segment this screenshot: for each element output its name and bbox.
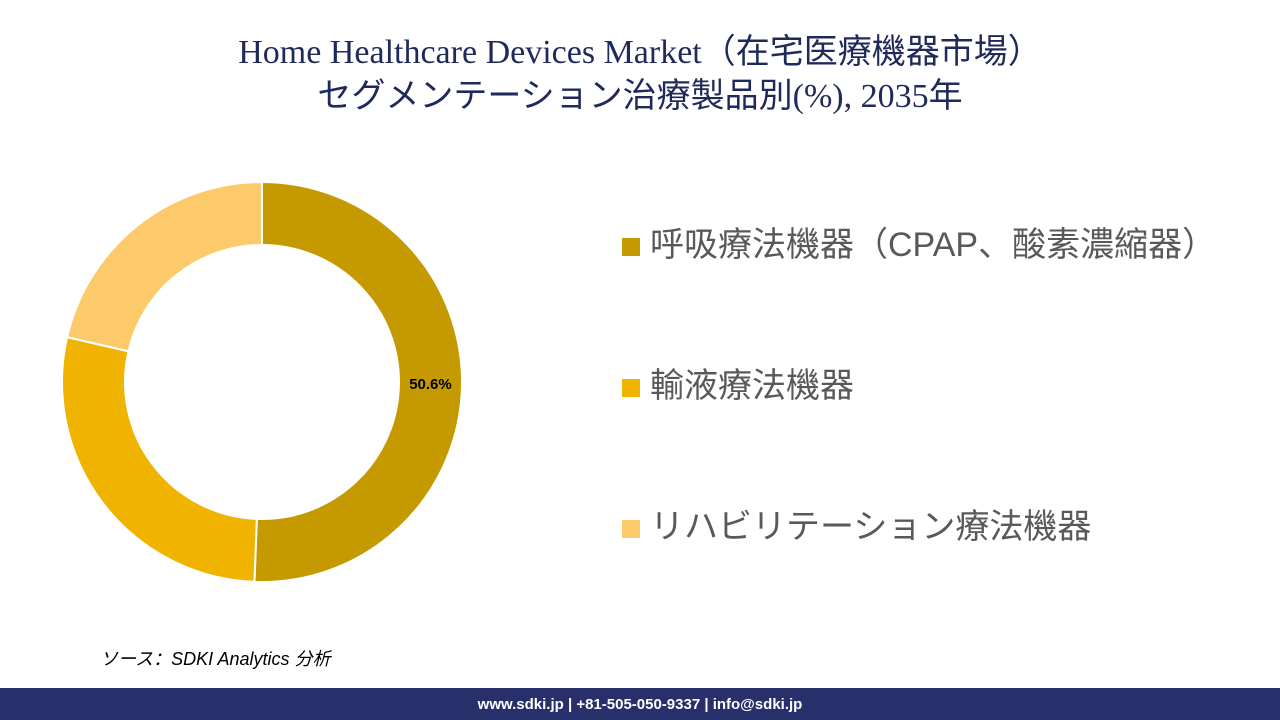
chart-title: Home Healthcare Devices Market（在宅医療機器市場） (238, 33, 1042, 71)
donut-segment (61, 335, 258, 583)
footer-bar (0, 688, 1280, 720)
legend-label: 呼吸療法機器（CPAP、酸素濃縮器） (650, 226, 1216, 264)
legend-swatch (622, 238, 640, 256)
chart-title: セグメンテーション治療製品別(%), 2035年 (317, 77, 962, 115)
legend-label: 輸液療法機器 (650, 367, 854, 405)
data-label: 50.6% (409, 376, 452, 393)
footer-text: www.sdki.jp | +81-505-050-9337 | info@sd… (477, 696, 803, 713)
legend-label: リハビリテーション療法機器 (650, 508, 1091, 546)
legend-swatch (622, 520, 640, 538)
legend-swatch (622, 379, 640, 397)
donut-segment (65, 180, 263, 353)
source: ソース：SDKI Analytics 分析 (100, 649, 332, 669)
donut-segment (253, 180, 463, 583)
